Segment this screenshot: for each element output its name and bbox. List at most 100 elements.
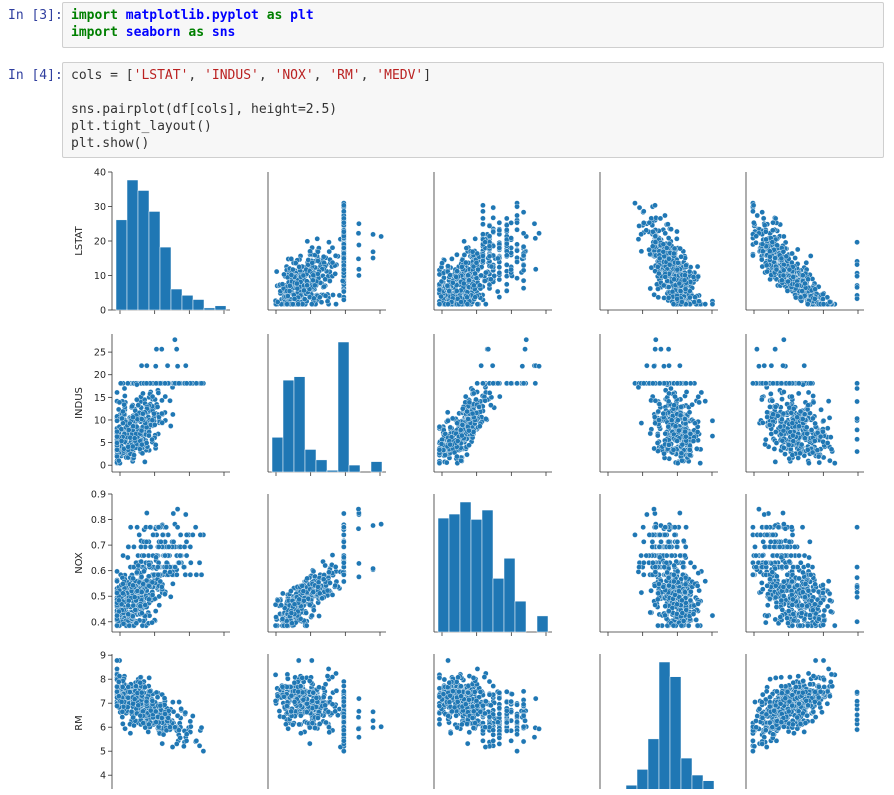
scatter-point [490,215,497,221]
scatter-point [480,215,486,222]
scatter-point [167,569,173,576]
scatter-point [324,298,331,305]
scatter-point [170,581,176,587]
scatter-point [137,603,144,609]
scatter-point [697,460,704,466]
code-token [118,25,126,40]
scatter-point [196,559,203,566]
y-tick-label: 10 [94,271,106,282]
scatter-point [316,613,322,619]
scatter-point [480,208,486,215]
scatter-point [306,602,313,608]
scatter-point [370,231,376,238]
scatter-point [662,274,669,280]
scatter-point [779,416,785,423]
histogram-bar [481,509,494,633]
scatter-point [774,242,780,249]
code-cell-imports[interactable]: In [3]: import matplotlib.pyplot as plt i… [0,2,894,48]
scatter-point [695,393,702,400]
scatter-point [476,404,482,410]
scatter-point [496,269,503,276]
scatter-point [766,422,773,428]
scatter-point [329,244,336,251]
scatter-point [475,266,481,273]
scatter-point [464,451,470,458]
y-tick-label: 25 [94,348,106,359]
scatter-point [793,294,799,301]
scatter-point [341,208,347,215]
scatter-point [786,380,793,387]
scatter-point [119,415,125,422]
code-token [204,25,212,40]
scatter-point [121,401,127,408]
scatter-point [273,614,279,620]
scatter-point [820,428,826,435]
scatter-point [670,446,677,453]
scatter-point [473,259,480,266]
scatter-point [647,285,654,292]
scatter-point [187,571,194,578]
scatter-point [311,282,318,289]
scatter-point [172,564,178,570]
scatter-point [150,532,156,538]
scatter-point [670,301,677,307]
scatter-point [291,601,298,608]
scatter-point [689,401,695,408]
scatter-point [682,433,689,440]
scatter-point [666,390,672,397]
scatter-point [157,578,164,585]
scatter-point [779,396,785,402]
code-cell-pairplot[interactable]: In [4]: cols = ['LSTAT', 'INDUS', 'NOX',… [0,62,894,158]
scatter-point [640,220,647,226]
scatter-point [329,552,336,558]
scatter-point [495,380,501,387]
scatter-point [640,208,647,215]
scatter-point [125,427,132,433]
code-input-area[interactable]: cols = ['LSTAT', 'INDUS', 'NOX', 'RM', '… [62,62,884,158]
scatter-point [818,406,824,413]
histogram-bar [148,211,161,311]
scatter-point [120,420,126,426]
scatter-point [151,422,158,428]
scatter-point [482,397,488,404]
scatter-point [140,581,146,587]
scatter-point [478,362,484,369]
scatter-point [198,571,205,578]
scatter-point [767,248,773,255]
scatter-point [436,423,443,430]
scatter-point [679,441,686,448]
code-token: seaborn [125,25,181,40]
scatter-point [503,215,510,222]
scatter-point [329,592,336,598]
scatter-point [674,380,681,387]
scatter-point [147,544,154,550]
scatter-point [814,447,821,453]
histogram-bar [159,246,172,311]
scatter-point [805,402,811,408]
scatter-point [190,532,196,538]
scatter-point [310,568,317,575]
scatter-point [514,380,520,387]
scatter-point [514,241,520,248]
scatter-point [310,589,317,595]
scatter-point [327,580,333,586]
scatter-point [694,263,701,270]
scatter-point [686,409,693,416]
scatter-point [129,613,136,620]
scatter-point [854,427,860,433]
scatter-point [662,230,669,237]
scatter-point [764,268,770,275]
code-token [259,8,267,23]
scatter-point [514,247,520,254]
scatter-point [816,459,823,466]
scatter-point [488,263,495,270]
code-input-area[interactable]: import matplotlib.pyplot as plt import se… [62,2,884,48]
scatter-point [341,202,347,209]
scatter-point [474,301,481,307]
scatter-point [827,457,833,464]
scatter-point [174,363,181,369]
scatter-point [158,346,165,352]
scatter-point [809,449,816,456]
scatter-point [503,222,510,229]
scatter-point [773,266,780,273]
